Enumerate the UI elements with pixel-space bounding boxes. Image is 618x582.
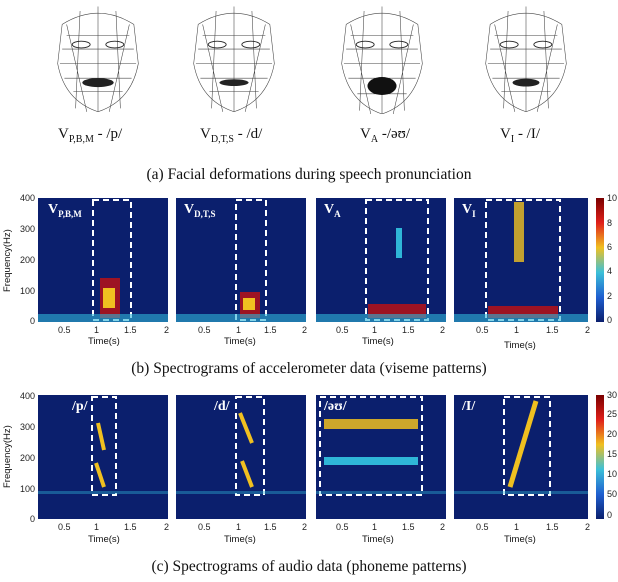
xtick-c4-1.5: 1.5 (546, 522, 559, 532)
cbar-c-0: 0 (607, 510, 613, 520)
audio-spectrogram-a (316, 395, 446, 519)
face-mesh-p (57, 6, 139, 113)
ytick-b-0: 0 (30, 316, 36, 326)
xtick-c2-1: 1 (236, 522, 242, 532)
colorbar-b (596, 198, 604, 322)
ytick-b-100: 100 (20, 286, 36, 296)
caption-b: (b) Spectrograms of accelerometer data (… (131, 360, 487, 377)
cbar-b-10: 10 (607, 193, 618, 203)
xlabel-c3: Time(s) (362, 534, 394, 545)
ytick-b-300: 300 (20, 224, 36, 234)
accel-label-a: VA (324, 202, 341, 219)
cbar-b-6: 6 (607, 242, 613, 252)
xtick-b3-1.5: 1.5 (402, 325, 415, 335)
xtick-b4-1: 1 (514, 325, 520, 335)
xtick-c1-2: 2 (164, 522, 170, 532)
ytick-c-200: 200 (20, 453, 36, 463)
ytick-c-0: 0 (30, 514, 36, 524)
xlabel-c4: Time(s) (504, 534, 536, 545)
xlabel-b3: Time(s) (362, 336, 394, 347)
ytick-b-200: 200 (20, 255, 36, 265)
xtick-c4-0.5: 0.5 (476, 522, 489, 532)
xtick-b3-1: 1 (372, 325, 378, 335)
cbar-c-10: 10 (607, 469, 618, 479)
xtick-c4-2: 2 (585, 522, 591, 532)
ytick-c-100: 100 (20, 484, 36, 494)
audio-spectrogram-d (176, 395, 306, 519)
ytick-c-300: 300 (20, 422, 36, 432)
xtick-c3-1: 1 (372, 522, 378, 532)
xtick-c2-2: 2 (302, 522, 308, 532)
xtick-b2-1.5: 1.5 (264, 325, 277, 335)
accel-label-i: VI (462, 202, 476, 219)
xtick-b2-2: 2 (302, 325, 308, 335)
xtick-b4-1.5: 1.5 (546, 325, 559, 335)
accel-spectrogram-i (454, 198, 588, 322)
audio-label-i: /I/ (462, 399, 476, 414)
xtick-c1-1: 1 (94, 522, 100, 532)
xtick-b1-1: 1 (94, 325, 100, 335)
xtick-c3-1.5: 1.5 (402, 522, 415, 532)
ylabel-c: Frequency(Hz) (2, 425, 13, 488)
xtick-c4-1: 1 (514, 522, 520, 532)
ylabel-b: Frequency(Hz) (2, 229, 13, 292)
cbar-b-4: 4 (607, 266, 613, 276)
xtick-b1-1.5: 1.5 (124, 325, 137, 335)
xtick-c3-2: 2 (440, 522, 446, 532)
xlabel-b4: Time(s) (504, 340, 536, 351)
xtick-b1-0.5: 0.5 (58, 325, 71, 335)
xtick-c1-0.5: 0.5 (58, 522, 71, 532)
cbar-b-0: 0 (607, 315, 613, 325)
caption-c: (c) Spectrograms of audio data (phoneme … (151, 558, 467, 575)
xtick-b2-1: 1 (236, 325, 242, 335)
face-label-p: VP,B,M - /p/ (58, 126, 123, 145)
ytick-c-400: 400 (20, 391, 36, 401)
xtick-b1-2: 2 (164, 325, 170, 335)
xtick-b2-0.5: 0.5 (198, 325, 211, 335)
accel-label-d: VD,T,S (184, 202, 216, 219)
xtick-b3-2: 2 (440, 325, 446, 335)
audio-spectrogram-p (38, 395, 168, 519)
xlabel-c1: Time(s) (88, 534, 120, 545)
audio-label-d: /d/ (214, 399, 230, 414)
cbar-c-30: 30 (607, 390, 618, 400)
xtick-b4-0.5: 0.5 (476, 325, 489, 335)
xtick-c1-1.5: 1.5 (124, 522, 137, 532)
cbar-c-25: 25 (607, 409, 618, 419)
face-label-d: VD,T,S - /d/ (200, 126, 263, 145)
cbar-c-20: 20 (607, 429, 618, 439)
xtick-c2-1.5: 1.5 (264, 522, 277, 532)
xlabel-b1: Time(s) (88, 336, 120, 347)
caption-a: (a) Facial deformations during speech pr… (146, 166, 472, 183)
cbar-b-2: 2 (607, 291, 613, 301)
face-mesh-i (485, 6, 567, 113)
accel-spectrogram-p (38, 198, 168, 322)
accel-label-p: VP,B,M (48, 202, 82, 219)
cbar-c-15: 15 (607, 449, 618, 459)
ytick-b-400: 400 (20, 193, 36, 203)
audio-label-a: /əʊ/ (324, 399, 347, 414)
audio-label-p: /p/ (72, 399, 88, 414)
cbar-b-8: 8 (607, 218, 613, 228)
accel-spectrogram-a (316, 198, 446, 322)
xtick-c2-0.5: 0.5 (198, 522, 211, 532)
cbar-c-50: 50 (607, 489, 618, 499)
xlabel-c2: Time(s) (224, 534, 256, 545)
xtick-c3-0.5: 0.5 (336, 522, 349, 532)
accel-spectrogram-d (176, 198, 306, 322)
xtick-b4-2: 2 (585, 325, 591, 335)
xlabel-b2: Time(s) (224, 336, 256, 347)
xtick-b3-0.5: 0.5 (336, 325, 349, 335)
face-mesh-d (193, 6, 275, 113)
face-label-i: VI - /I/ (500, 126, 541, 145)
face-mesh-a (341, 6, 423, 114)
colorbar-c (596, 395, 604, 519)
face-label-a: VA -/əʊ/ (360, 126, 411, 145)
audio-spectrogram-i (454, 395, 588, 519)
